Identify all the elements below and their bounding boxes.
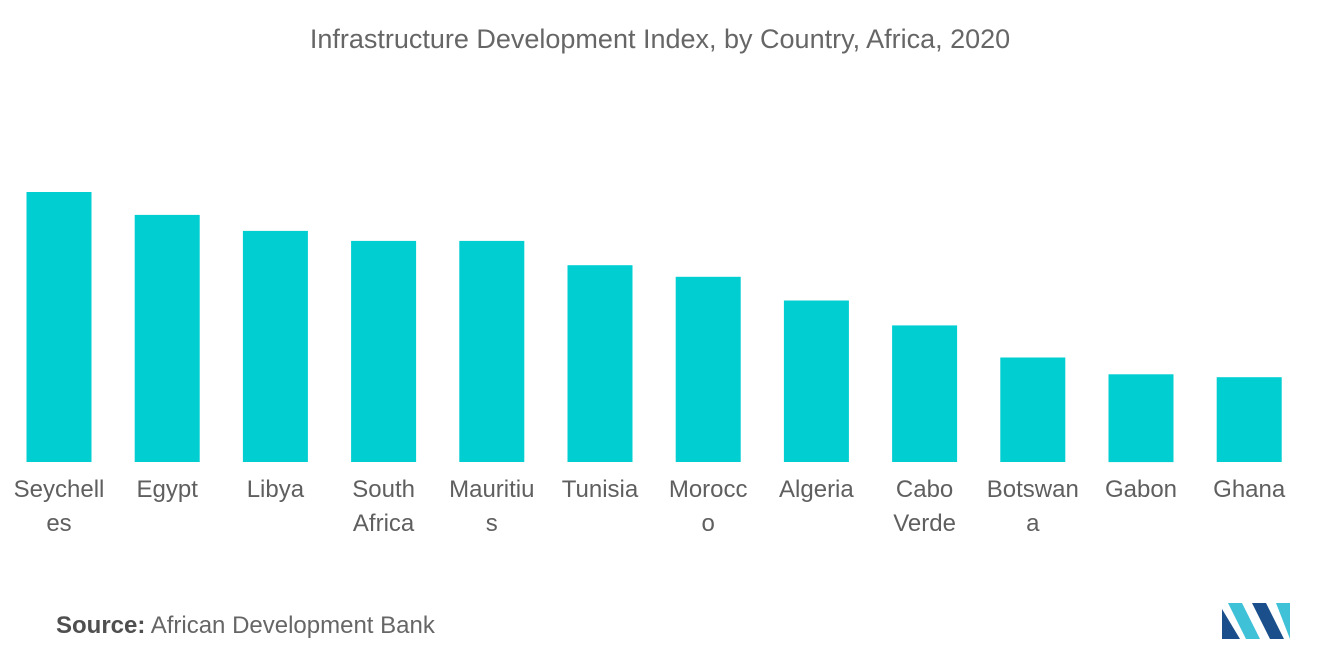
- source-label: Source:: [56, 612, 146, 639]
- source-line: Source: African Development Bank: [56, 612, 435, 640]
- bar-caboverde: [892, 325, 958, 462]
- bar-algeria: [783, 300, 849, 462]
- category-label: South Africa: [352, 476, 415, 537]
- category-label: Ghana: [1213, 476, 1286, 503]
- bar-botswana: [1000, 357, 1066, 462]
- bar-southafrica: [351, 240, 417, 462]
- category-label: Botswan a: [987, 476, 1079, 537]
- bar-gabon: [1108, 374, 1174, 463]
- category-label: Morocc o: [669, 476, 748, 537]
- category-label: Mauritiu s: [449, 476, 534, 537]
- category-label: Tunisia: [562, 476, 639, 503]
- bar-tunisia: [567, 265, 633, 462]
- bar-libya: [242, 230, 308, 462]
- bar-ghana: [1216, 377, 1282, 462]
- category-label: Libya: [247, 476, 305, 503]
- bar-seychelles: [26, 192, 92, 462]
- category-label: Cabo Verde: [893, 476, 956, 537]
- category-label: Seychell es: [14, 476, 105, 537]
- bar-mauritius: [459, 240, 525, 462]
- chart-title: Infrastructure Development Index, by Cou…: [309, 24, 1011, 54]
- bar-egypt: [134, 214, 200, 462]
- category-label: Gabon: [1105, 476, 1177, 503]
- category-label: Algeria: [779, 476, 854, 503]
- bar-morocco: [675, 276, 741, 462]
- category-label: Egypt: [137, 476, 199, 503]
- source-text: African Development Bank: [150, 612, 435, 639]
- brand-logo-icon: [1222, 603, 1290, 639]
